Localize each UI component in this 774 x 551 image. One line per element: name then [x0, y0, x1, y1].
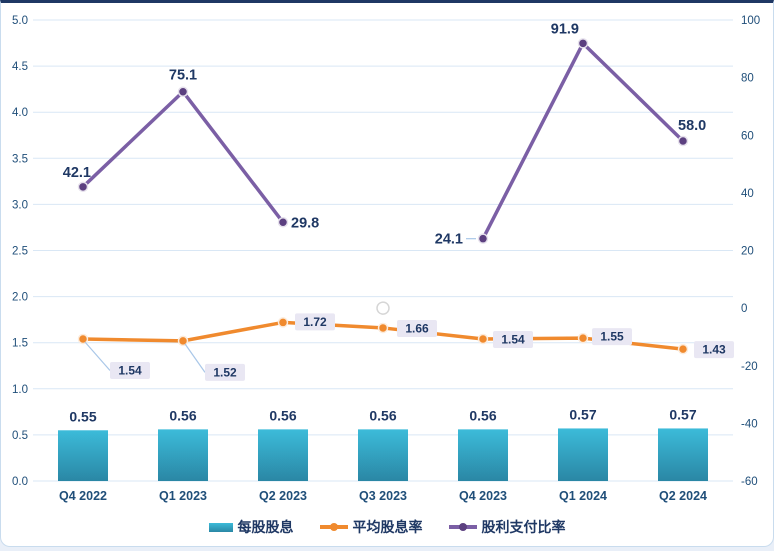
legend-label: 股利支付比率: [481, 519, 566, 535]
dividend-yield-point: [277, 317, 289, 328]
bar-value-label: 0.56: [169, 407, 196, 423]
right-axis-tick-label: 20: [741, 246, 754, 258]
x-axis-category-label: Q3 2023: [359, 489, 407, 503]
dividend-yield-point: [77, 333, 89, 345]
bar-value-label: 0.56: [269, 407, 296, 423]
right-axis-tick-label: -60: [741, 476, 758, 488]
payout-ratio-line: [481, 41, 685, 240]
right-axis-tick-label: 40: [741, 188, 754, 200]
dividend-yield-label-box: [694, 341, 734, 359]
left-axis-tick-label: 3.0: [12, 199, 28, 211]
left-axis-tick-label: 4.5: [12, 61, 28, 73]
null-data-marker: [376, 301, 390, 315]
dividend-yield-label-box: [205, 363, 245, 381]
dividend-yield-label-box: [493, 331, 533, 349]
left-axis-tick-label: 0.0: [12, 476, 28, 488]
right-axis-tick-label: 100: [741, 15, 760, 27]
bar: [658, 428, 708, 481]
payout-ratio-value-label: 24.1: [435, 232, 463, 248]
bar-value-label: 0.56: [369, 407, 396, 423]
x-axis-category-label: Q4 2023: [459, 489, 507, 503]
bar: [458, 429, 508, 481]
orange-line-swatch-icon: [319, 523, 348, 532]
x-axis-category-label: Q1 2024: [559, 489, 607, 503]
dividend-yield-value-label: 1.72: [303, 315, 327, 329]
dividend-yield-value-label: 1.66: [405, 321, 429, 335]
dividend-yield-value-label: 1.54: [501, 333, 525, 347]
right-axis-tick-label: 0: [741, 303, 747, 315]
dividend-yield-label-box: [295, 313, 335, 331]
payout-ratio-point: [477, 233, 489, 244]
dividend-yield-value-label: 1.43: [702, 343, 726, 357]
payout-ratio-value-label: 91.9: [551, 21, 579, 37]
dividend-yield-label-box: [397, 319, 437, 337]
bar-value-label: 0.56: [469, 407, 496, 423]
left-axis-tick-label: 1.0: [12, 384, 28, 396]
payout-ratio-point: [177, 86, 189, 97]
dividend-yield-value-label: 1.54: [118, 364, 142, 378]
bar: [158, 429, 208, 481]
legend-item-average-dividend-yield[interactable]: 平均股息率: [319, 517, 423, 537]
dividend-yield-value-label: 1.52: [213, 365, 237, 379]
bar: [58, 430, 108, 481]
right-axis-tick-label: 60: [741, 130, 754, 142]
dividend-yield-point: [577, 332, 589, 344]
x-axis-category-label: Q2 2024: [659, 489, 707, 503]
right-axis-tick-label: -20: [741, 361, 758, 373]
payout-ratio-line: [81, 89, 285, 224]
bar-value-label: 0.57: [669, 406, 696, 422]
legend-item-dividend-payout-ratio[interactable]: 股利支付比率: [448, 517, 566, 537]
right-axis-tick-label: 80: [741, 73, 754, 85]
payout-ratio-point: [77, 181, 89, 193]
payout-ratio-value-label: 29.8: [291, 215, 319, 231]
bar: [558, 428, 608, 481]
payout-ratio-point: [677, 135, 689, 147]
bar: [258, 429, 308, 481]
legend-label: 平均股息率: [352, 519, 423, 535]
x-axis-category-label: Q4 2022: [59, 489, 107, 503]
dividend-yield-point: [377, 322, 389, 334]
legend-item-dividend-per-share[interactable]: 每股股息: [208, 517, 294, 537]
legend-label: 每股股息: [237, 519, 294, 535]
left-axis-tick-label: 5.0: [12, 15, 28, 27]
dividend-yield-label-box: [110, 362, 150, 380]
left-axis-tick-label: 4.0: [12, 107, 28, 119]
payout-ratio-point: [577, 38, 589, 49]
payout-ratio-value-label: 75.1: [169, 68, 197, 84]
left-axis-tick-label: 1.5: [12, 338, 28, 350]
label-leader-line: [184, 343, 206, 373]
bar-value-label: 0.57: [569, 406, 596, 422]
chart-legend: 每股股息 平均股息率 股利支付比率: [1, 511, 773, 543]
x-axis-category-label: Q2 2023: [259, 489, 307, 503]
x-axis-category-label: Q1 2023: [159, 489, 207, 503]
left-axis-tick-label: 2.0: [12, 292, 28, 304]
dividend-yield-point: [677, 343, 689, 355]
purple-line-swatch-icon: [448, 523, 477, 532]
bar-value-label: 0.55: [69, 408, 96, 424]
payout-ratio-value-label: 58.0: [678, 118, 706, 134]
dividend-combo-chart: 5.0 4.5 4.0 3.5 3.0 2.5 2.0 1.5 1.0 0.5 0.0 100 80 60…: [12, 15, 760, 503]
left-axis-tick-label: 0.5: [12, 430, 28, 442]
bar-series-swatch-icon: [208, 522, 233, 532]
dividend-yield-point: [477, 333, 489, 345]
bar: [358, 429, 408, 481]
dividend-yield-label-box: [592, 328, 632, 346]
label-leader-line: [84, 341, 111, 371]
left-axis-tick-label: 3.5: [12, 153, 28, 165]
dividend-yield-value-label: 1.55: [600, 330, 624, 344]
dividend-yield-point: [177, 335, 189, 347]
left-axis-tick-label: 2.5: [12, 246, 28, 258]
payout-ratio-value-label: 42.1: [63, 165, 91, 181]
payout-ratio-point: [277, 217, 289, 228]
right-axis-tick-label: -40: [741, 418, 758, 430]
